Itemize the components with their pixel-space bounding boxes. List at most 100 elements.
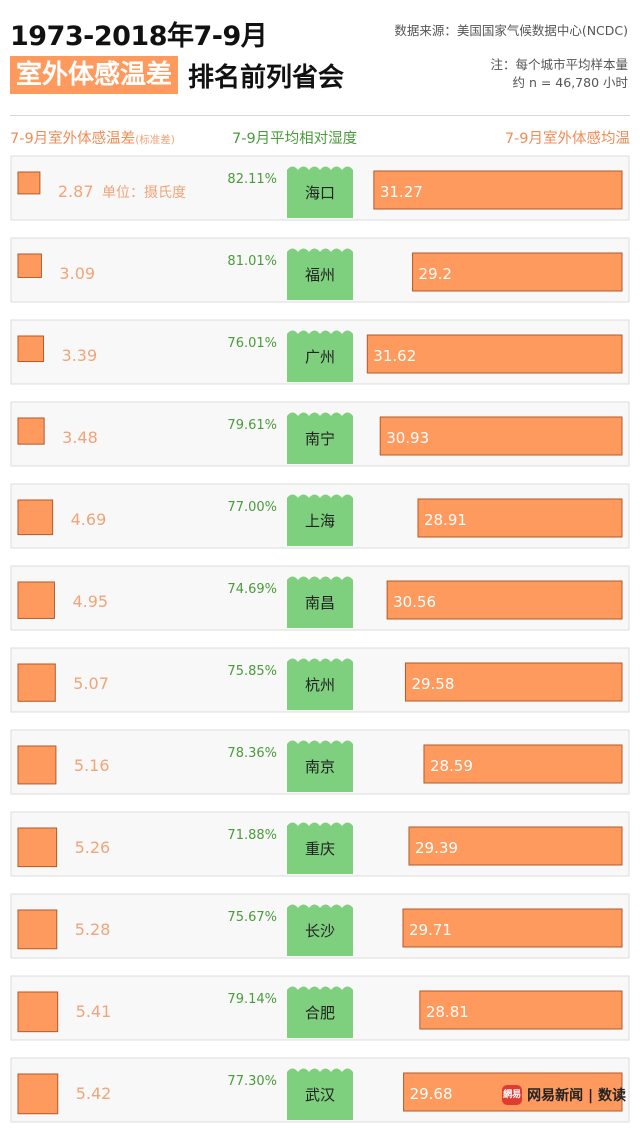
- std-value: 5.41: [76, 1002, 112, 1021]
- std-square: [17, 171, 41, 195]
- temp-value: 28.59: [430, 757, 473, 775]
- title-highlight: 室外体感温差: [10, 56, 179, 94]
- std-square: [17, 335, 45, 363]
- std-value: 5.42: [76, 1084, 112, 1103]
- temp-value: 30.93: [386, 429, 429, 447]
- std-value: 2.87: [58, 182, 94, 201]
- humidity-value: 77.00%: [227, 500, 277, 515]
- humidity-water: [287, 904, 353, 956]
- brand-text: 网易新闻 | 数读: [527, 1088, 626, 1104]
- data-source: 数据来源：美国国家气候数据中心(NCDC): [394, 23, 628, 38]
- humidity-water: [287, 248, 353, 300]
- std-value: 5.16: [74, 756, 110, 775]
- humidity-value: 74.69%: [227, 582, 277, 597]
- city-label: 杭州: [305, 676, 335, 694]
- std-value: 4.69: [71, 510, 107, 529]
- humidity-water: [287, 330, 353, 382]
- city-label: 长沙: [305, 922, 335, 940]
- sample-note-line2: 约 n = 46,780 小时: [512, 75, 628, 90]
- title-rest: 排名前列省会: [188, 62, 345, 93]
- std-square: [17, 827, 58, 868]
- std-value: 5.26: [75, 838, 111, 857]
- temp-bar: [379, 416, 623, 456]
- humidity-value: 71.88%: [227, 828, 277, 843]
- column-header-humidity: 7-9月平均相对湿度: [232, 131, 358, 147]
- std-square: [17, 499, 54, 536]
- std-square: [17, 991, 59, 1033]
- city-label: 武汉: [305, 1086, 335, 1104]
- std-value: 5.07: [73, 674, 109, 693]
- temp-bar: [404, 662, 623, 702]
- humidity-water: [287, 822, 353, 874]
- humidity-value: 75.85%: [227, 664, 277, 679]
- temp-bar: [402, 908, 623, 948]
- city-label: 上海: [305, 512, 335, 530]
- std-square: [17, 909, 58, 950]
- std-square: [17, 1073, 59, 1115]
- std-value: 4.95: [72, 592, 108, 611]
- humidity-water: [287, 166, 353, 218]
- title-line1: 1973-2018年7-9月: [10, 21, 268, 52]
- temp-bar: [412, 252, 623, 292]
- temp-value: 31.27: [380, 183, 423, 201]
- temp-bar: [417, 498, 623, 538]
- humidity-value: 81.01%: [227, 254, 277, 269]
- temp-bar: [419, 990, 623, 1030]
- humidity-water: [287, 986, 353, 1038]
- std-value: 3.09: [59, 264, 95, 283]
- temp-value: 31.62: [373, 347, 416, 365]
- unit-note: 单位：摄氏度: [102, 185, 186, 201]
- city-label: 海口: [305, 184, 335, 202]
- temp-value: 28.91: [424, 511, 467, 529]
- std-value: 5.28: [75, 920, 111, 939]
- temp-value: 29.2: [419, 265, 452, 283]
- temp-value: 30.56: [393, 593, 436, 611]
- city-label: 广州: [305, 348, 335, 366]
- column-header-std-note: (标准差): [135, 134, 175, 146]
- temp-bar: [408, 826, 623, 866]
- std-square: [17, 745, 57, 785]
- humidity-value: 78.36%: [227, 746, 277, 761]
- title-line2: 室外体感温差 排名前列省会: [10, 56, 344, 94]
- std-square: [17, 581, 55, 619]
- humidity-water: [287, 740, 353, 792]
- sample-note-line1: 注：每个城市平均样本量: [490, 57, 628, 72]
- humidity-value: 79.61%: [227, 418, 277, 433]
- column-header-std-label: 7-9月室外体感温差: [10, 131, 136, 147]
- humidity-value: 76.01%: [227, 336, 277, 351]
- temp-value: 29.68: [410, 1085, 453, 1103]
- humidity-water: [287, 494, 353, 546]
- temp-value: 29.71: [409, 921, 452, 939]
- city-label: 南昌: [305, 594, 335, 612]
- temp-value: 29.58: [411, 675, 454, 693]
- header-divider: [10, 115, 630, 116]
- temp-value: 29.39: [415, 839, 458, 857]
- humidity-value: 82.11%: [227, 172, 277, 187]
- city-label: 重庆: [305, 840, 335, 858]
- humidity-water: [287, 1068, 353, 1120]
- temp-bar: [366, 334, 623, 374]
- std-value: 3.39: [62, 346, 98, 365]
- temp-bar: [423, 744, 623, 784]
- city-label: 南京: [305, 758, 335, 776]
- std-square: [17, 253, 42, 278]
- temp-bar: [386, 580, 623, 620]
- humidity-value: 75.67%: [227, 910, 277, 925]
- city-label: 福州: [305, 266, 335, 284]
- column-header-std: 7-9月室外体感温差(标准差): [10, 127, 175, 148]
- std-square: [17, 417, 45, 445]
- city-label: 南宁: [305, 430, 335, 448]
- column-header-temp: 7-9月室外体感均温: [504, 131, 630, 147]
- brand-logo-icon: 網易: [502, 1085, 523, 1105]
- city-label: 合肥: [305, 1004, 335, 1022]
- std-square: [17, 663, 56, 702]
- humidity-water: [287, 658, 353, 710]
- brand-watermark: 網易 网易新闻 | 数读: [502, 1083, 626, 1107]
- humidity-value: 79.14%: [227, 992, 277, 1007]
- humidity-water: [287, 412, 353, 464]
- temp-bar: [373, 170, 623, 210]
- temp-value: 28.81: [426, 1003, 469, 1021]
- humidity-value: 77.30%: [227, 1074, 277, 1089]
- humidity-water: [287, 576, 353, 628]
